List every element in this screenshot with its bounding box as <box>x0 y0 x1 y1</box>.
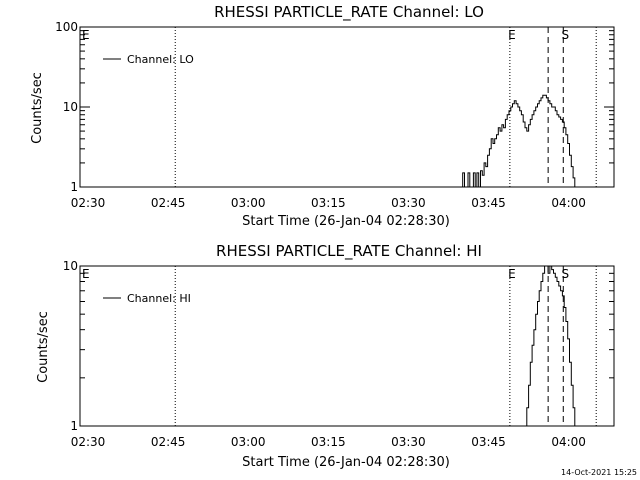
y-axis-label: Counts/sec <box>36 311 51 383</box>
panel-title: RHESSI PARTICLE_RATE Channel: LO <box>214 3 484 22</box>
x-axis-label: Start Time (26-Jan-04 02:28:30) <box>242 214 450 229</box>
panel-title: RHESSI PARTICLE_RATE Channel: HI <box>216 242 482 261</box>
footer-timestamp: 14-Oct-2021 15:25 <box>561 468 637 477</box>
x-tick-label: 03:30 <box>391 196 426 210</box>
marker-label: E <box>508 28 516 42</box>
x-tick-label: 03:15 <box>311 196 346 210</box>
x-tick-label: 03:30 <box>391 435 426 449</box>
x-tick-label: 03:45 <box>471 196 506 210</box>
x-tick-label: 02:45 <box>151 196 186 210</box>
y-axis-label: Counts/sec <box>30 72 45 144</box>
x-tick-label: 02:30 <box>71 196 106 210</box>
series-line <box>460 94 581 188</box>
plot-frame <box>79 26 615 188</box>
x-axis-label: Start Time (26-Jan-04 02:28:30) <box>242 455 450 470</box>
panel-lo: RHESSI PARTICLE_RATE Channel: LO Counts/… <box>30 3 615 229</box>
marker-label: S <box>561 28 569 42</box>
x-tick-label: 02:45 <box>151 435 186 449</box>
x-tick-label: 03:00 <box>231 196 266 210</box>
y-tick-label: 10 <box>63 100 78 114</box>
x-tick-label: 04:00 <box>551 196 586 210</box>
x-tick-label: 03:45 <box>471 435 506 449</box>
marker-label: E <box>82 267 90 281</box>
series-line <box>525 265 579 427</box>
x-tick-label: 03:00 <box>231 435 266 449</box>
y-tick-label: 1 <box>70 419 78 433</box>
x-tick-label: 02:30 <box>71 435 106 449</box>
y-tick-label: 100 <box>55 20 78 34</box>
legend-label: Channel: LO <box>127 53 194 66</box>
marker-label: E <box>82 28 90 42</box>
marker-label: S <box>561 267 569 281</box>
marker-label: E <box>508 267 516 281</box>
x-tick-label: 03:15 <box>311 435 346 449</box>
y-tick-label: 10 <box>63 259 78 273</box>
x-tick-label: 04:00 <box>551 435 586 449</box>
y-tick-label: 1 <box>70 180 78 194</box>
panel-hi: RHESSI PARTICLE_RATE Channel: HI Counts/… <box>36 242 615 470</box>
plot-frame <box>79 265 615 427</box>
legend-label: Channel: HI <box>127 292 191 305</box>
